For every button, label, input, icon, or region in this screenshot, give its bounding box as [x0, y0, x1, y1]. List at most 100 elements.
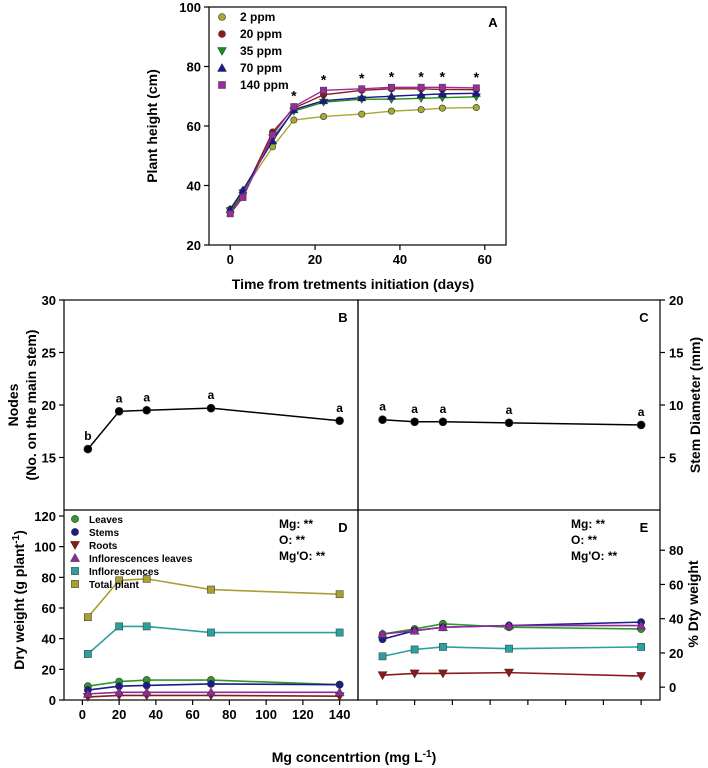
- panel-c-significance-letter: a: [638, 405, 645, 419]
- panel-a-point-4-1: [239, 193, 247, 201]
- panel-d-ytick-label: 0: [49, 693, 56, 708]
- panel-d-xtick-label: 80: [222, 707, 236, 722]
- panel-c-point-1: [410, 417, 419, 427]
- panel-a-point-4-0: [226, 210, 234, 218]
- panel-d-point-4-4: [335, 628, 344, 637]
- panel-b-significance-letter: a: [116, 391, 123, 405]
- panel-a-series-line-1: [229, 88, 477, 213]
- panel-d-stat-1: O: **: [279, 533, 305, 547]
- panel-b-significance-letter: a: [143, 390, 150, 404]
- panel-a-series-line-0: [229, 106, 477, 210]
- panel-a-point-3-6: [386, 91, 396, 100]
- panel-e-point-3-3: [504, 620, 514, 630]
- panel-d-xtick-label: 20: [112, 707, 126, 722]
- panel-d-legend-marker-3: [70, 552, 80, 562]
- panel-a-point-4-5: [358, 85, 366, 93]
- panel-a-point-3-4: [319, 96, 329, 105]
- panel-a-point-4-7: [417, 83, 425, 91]
- panel-d-point-5-3: [207, 585, 215, 594]
- panel-a-ytick-label: 80: [187, 60, 201, 75]
- panel-a-significance-star: *: [321, 71, 327, 87]
- shared-x-axis-label: Mg concentrtion (mg L-1): [272, 749, 436, 765]
- chart-content: [70, 13, 647, 702]
- panel-e-y-axis-label: % Dty weight: [685, 560, 701, 647]
- panel-c-y-axis-label: Stem Diameter (mm): [687, 337, 703, 473]
- panel-d-legend-marker-5: [71, 580, 79, 588]
- panel-frames: [59, 6, 665, 705]
- panel-d-legend-label-5: Total plant: [89, 580, 139, 591]
- panel-e-ytick-label: 40: [669, 612, 683, 627]
- panel-e-stat-2: Mg'O: **: [571, 549, 618, 563]
- panel-e-series-line-2: [382, 671, 642, 677]
- panel-c-ytick-label: 15: [669, 346, 683, 361]
- panel-e-point-4-1: [410, 645, 419, 654]
- panel-c-point-3: [504, 418, 514, 428]
- panel-a-significance-star: *: [440, 68, 446, 84]
- panel-a-point-4-4: [320, 86, 328, 94]
- panel-b-significance-letter: b: [84, 429, 91, 443]
- panel-d-legend-label-4: Inflorescences: [89, 567, 159, 578]
- panel-d-point-3-1: [114, 687, 125, 697]
- panel-c-significance-letter: a: [379, 400, 386, 414]
- panel-e-ytick-label: 80: [669, 543, 683, 558]
- x-axis-label-sup: -1: [423, 749, 432, 760]
- panel-e-letter: E: [640, 520, 649, 535]
- panel-a-significance-star: *: [418, 68, 424, 84]
- panel-a-legend-marker-3: [217, 63, 227, 72]
- panel-d-point-5-1: [115, 576, 123, 585]
- panel-d-xtick-label: 100: [255, 707, 277, 722]
- panel-a-legend-label-2: 35 ppm: [240, 44, 282, 58]
- panel-a-point-4-2: [269, 131, 277, 139]
- panel-a-point-3-5: [357, 93, 367, 102]
- panel-a-point-3-9: [471, 88, 481, 97]
- y-axis-label-sup: -1: [11, 534, 22, 543]
- panel-d-legend-label-3: Inflorescences leaves: [89, 554, 193, 565]
- panel-d-point-1-3: [207, 680, 215, 688]
- panel-e-ytick-label: 60: [669, 577, 683, 592]
- panel-a-point-0-5: [358, 110, 366, 118]
- panel-c-ytick-label: 10: [669, 398, 683, 413]
- panel-e-point-2-2: [437, 669, 448, 679]
- panel-c-point-2: [438, 417, 448, 427]
- panel-a-point-0-9: [472, 104, 480, 112]
- panel-a-point-0-4: [320, 112, 328, 120]
- panel-a-significance-star: *: [389, 68, 395, 84]
- panel-e-point-2-4: [636, 672, 647, 682]
- panel-e-point-3-0: [377, 629, 388, 638]
- x-axis-label-text: Mg concentrtion (mg L: [272, 749, 423, 765]
- y-axis-label-text: Dry weight (g plant: [11, 543, 27, 669]
- panel-a-frame: [208, 6, 507, 246]
- panel-a-y-axis-label: Plant height (cm): [144, 69, 160, 183]
- panel-a-xtick-label: 60: [478, 252, 492, 267]
- panel-d-stat-0: Mg: **: [279, 517, 313, 531]
- panel-a-point-4-9: [472, 84, 480, 92]
- panel-e-ytick-label: 0: [669, 680, 676, 695]
- panel-d-xtick-label: 0: [79, 707, 86, 722]
- panel-c-significance-letter: a: [411, 402, 418, 416]
- panel-e-point-4-4: [637, 643, 645, 651]
- panel-b-significance-letter: a: [336, 401, 343, 415]
- panel-d-point-4-1: [115, 622, 123, 631]
- panel-b-y-axis-label-2: (No. on the main stem): [23, 330, 39, 481]
- panel-d-point-3-3: [206, 687, 216, 697]
- panel-b-series-line: [87, 407, 340, 450]
- panel-d-point-4-3: [207, 628, 215, 637]
- panel-d-point-5-4: [335, 590, 344, 599]
- panel-a-point-3-8: [437, 89, 447, 98]
- panel-d-point-4-2: [142, 622, 151, 631]
- panel-d-point-3-2: [141, 687, 152, 697]
- panel-a-legend-marker-1: [218, 30, 226, 38]
- panel-d-legend-marker-0: [71, 515, 79, 523]
- panel-a-legend-label-0: 2 ppm: [240, 10, 275, 24]
- panel-d-legend-label-0: Leaves: [89, 515, 123, 526]
- panel-d-ytick-label: 40: [42, 632, 56, 647]
- panel-e-point-2-0: [377, 671, 388, 681]
- panel-a-ytick-label: 100: [179, 0, 201, 15]
- panel-d-xtick-label: 40: [149, 707, 163, 722]
- panel-b-significance-letter: a: [208, 388, 215, 402]
- panel-a-point-4-3: [290, 103, 298, 111]
- panel-d-point-5-2: [142, 575, 151, 583]
- panel-b-ytick-label: 25: [42, 346, 56, 361]
- panel-a-xtick-label: 20: [308, 252, 322, 267]
